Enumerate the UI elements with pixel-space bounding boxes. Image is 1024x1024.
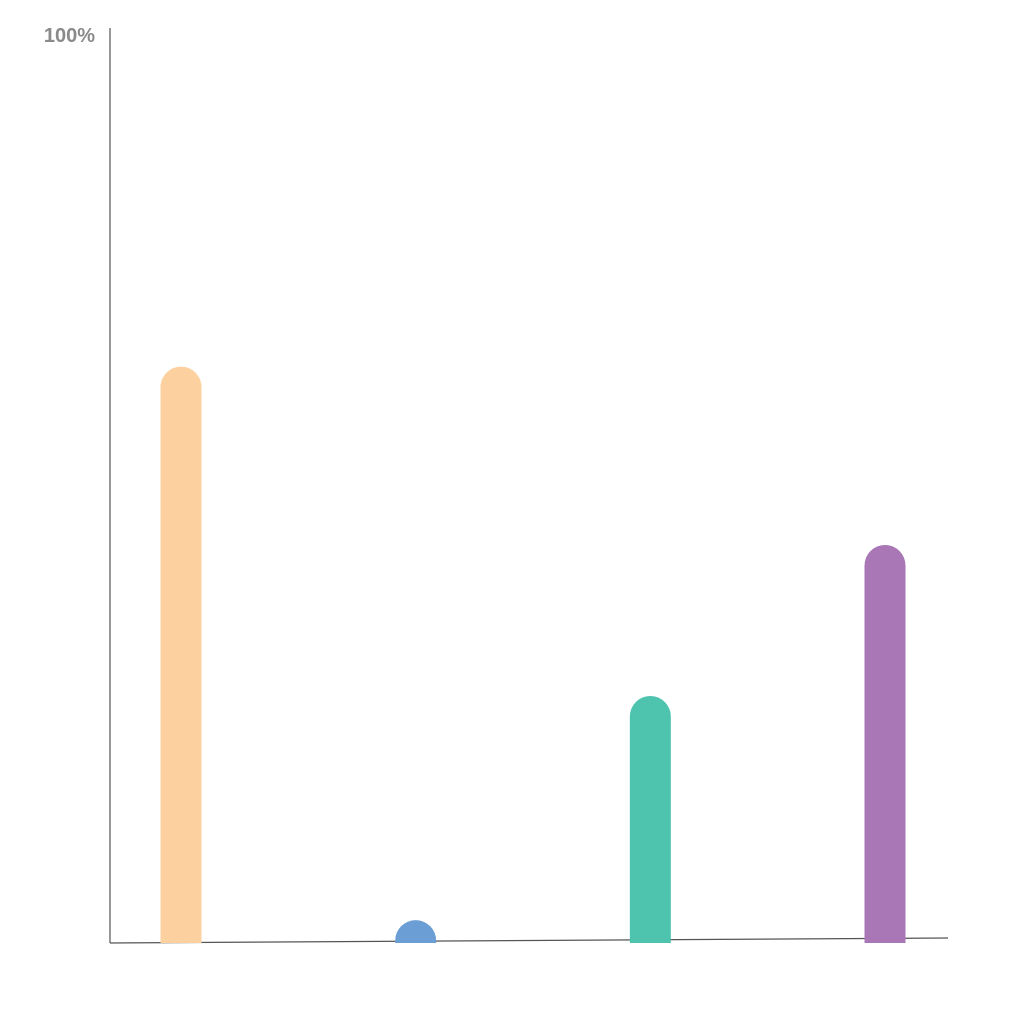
bar: [160, 366, 202, 943]
y-tick-label: 100%: [44, 25, 95, 47]
bar: [395, 920, 437, 943]
bar: [864, 544, 906, 943]
x-axis-line: [109, 937, 949, 944]
bar: [629, 695, 671, 943]
